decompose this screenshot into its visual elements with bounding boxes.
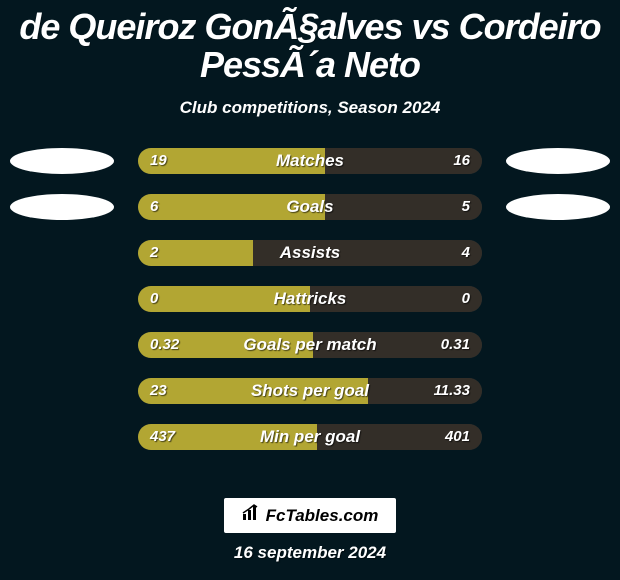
stat-row: Shots per goal2311.33	[10, 378, 610, 404]
stat-bar: Goals per match0.320.31	[138, 332, 482, 358]
stat-value-left: 6	[150, 194, 158, 220]
stat-bar: Min per goal437401	[138, 424, 482, 450]
stat-value-right: 16	[453, 148, 470, 174]
stat-bar-left	[138, 286, 310, 312]
stat-bar-left	[138, 194, 325, 220]
stat-value-right: 5	[462, 194, 470, 220]
stat-row: Min per goal437401	[10, 424, 610, 450]
page-subtitle: Club competitions, Season 2024	[0, 98, 620, 118]
stat-value-left: 23	[150, 378, 167, 404]
stat-bar: Goals65	[138, 194, 482, 220]
brand-label: FcTables.com	[266, 506, 379, 526]
page-title: de Queiroz GonÃ§alves vs Cordeiro PessÃ´…	[0, 0, 620, 84]
stat-value-left: 437	[150, 424, 175, 450]
stat-bar-right	[310, 286, 482, 312]
comparison-chart: Matches1916Goals65Assists24Hattricks00Go…	[0, 148, 620, 450]
stat-row: Assists24	[10, 240, 610, 266]
player-marker-right	[506, 194, 610, 220]
stat-value-right: 0	[462, 286, 470, 312]
stat-bar-left	[138, 378, 368, 404]
stat-bar: Assists24	[138, 240, 482, 266]
stat-row: Matches1916	[10, 148, 610, 174]
stat-bar: Matches1916	[138, 148, 482, 174]
stat-value-right: 401	[445, 424, 470, 450]
stat-bar: Shots per goal2311.33	[138, 378, 482, 404]
stat-value-left: 2	[150, 240, 158, 266]
stat-value-right: 4	[462, 240, 470, 266]
chart-icon	[242, 504, 266, 527]
stat-row: Goals65	[10, 194, 610, 220]
stat-value-left: 0	[150, 286, 158, 312]
stat-bar-right	[325, 194, 482, 220]
brand-badge: FcTables.com	[224, 498, 397, 533]
stat-bar: Hattricks00	[138, 286, 482, 312]
stat-value-left: 19	[150, 148, 167, 174]
player-marker-right	[506, 148, 610, 174]
footer-date: 16 september 2024	[0, 543, 620, 563]
stat-value-left: 0.32	[150, 332, 179, 358]
player-marker-left	[10, 194, 114, 220]
player-marker-left	[10, 148, 114, 174]
stat-value-right: 0.31	[441, 332, 470, 358]
stat-bar-right	[253, 240, 482, 266]
stat-value-right: 11.33	[434, 378, 470, 404]
footer: FcTables.com 16 september 2024	[0, 498, 620, 563]
stat-row: Goals per match0.320.31	[10, 332, 610, 358]
stat-row: Hattricks00	[10, 286, 610, 312]
